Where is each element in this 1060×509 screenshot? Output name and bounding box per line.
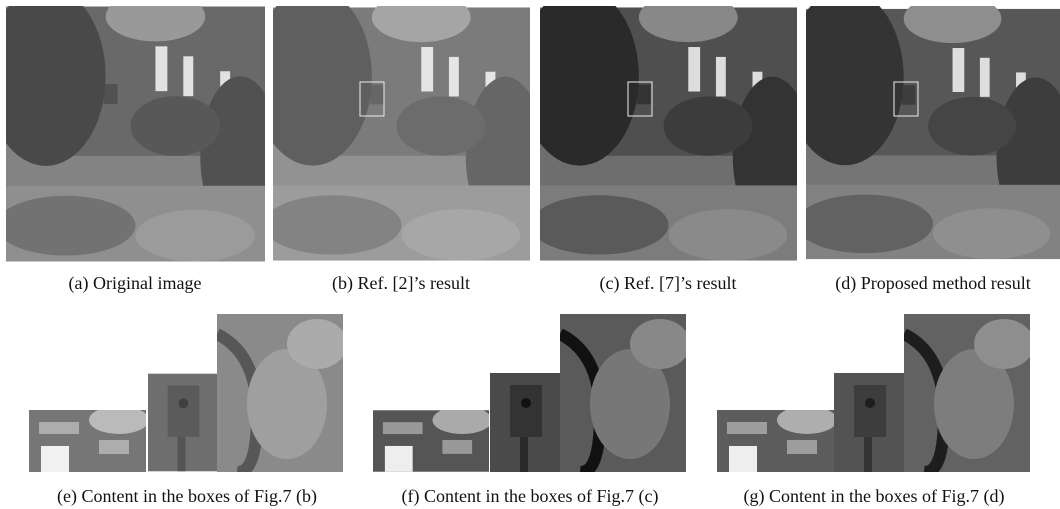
caption: (a) Original image [69,273,202,294]
caption: (b) Ref. [2]’s result [332,273,470,294]
crop [904,314,1034,472]
image [520,0,812,261]
image [786,0,1060,259]
caption: (f) Content in the boxes of Fig.7 (c) [402,486,659,507]
figure: (a) Original image (b) Ref. [2]’s result… [0,0,1060,509]
crop [490,373,560,472]
crop [717,406,837,472]
body: {"figure": { "top_captions": ["(a) Origi… [0,0,1060,509]
image [253,0,545,261]
crop [560,314,690,472]
crop [29,406,149,472]
top-images [0,0,1060,262]
crop [834,373,904,472]
caption: (c) Ref. [7]’s result [600,273,737,294]
crop [373,406,492,471]
image [0,0,280,262]
crop-images [29,314,1034,472]
crop [148,374,217,472]
caption: (e) Content in the boxes of Fig.7 (b) [57,486,317,507]
page: Figure body { margin: 0; background: #ff… [0,0,1060,509]
crop [217,314,347,472]
caption: (g) Content in the boxes of Fig.7 (d) [744,486,1005,507]
caption: (d) Proposed method result [835,273,1030,294]
